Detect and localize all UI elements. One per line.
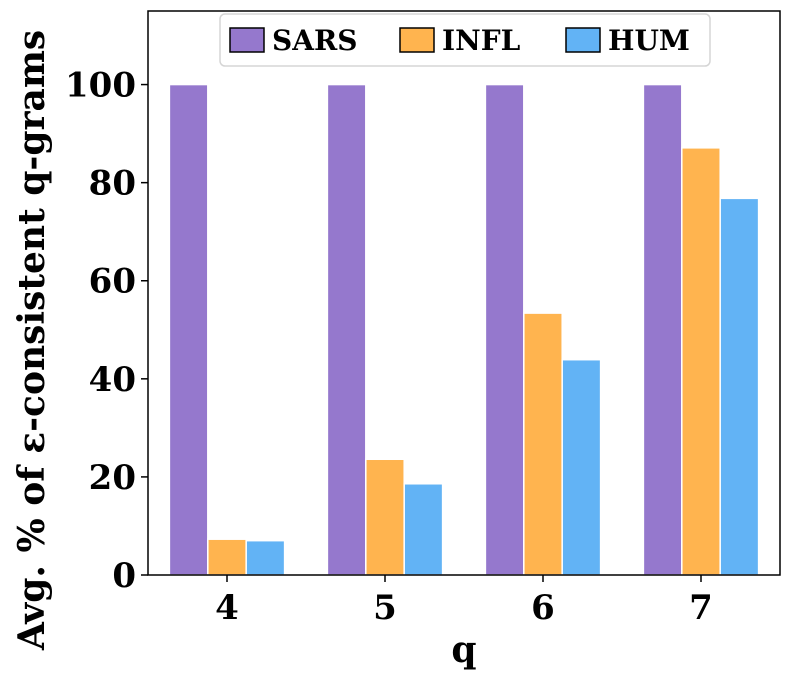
y-tick-label: 0 (112, 556, 136, 596)
x-tick-label: 7 (689, 588, 713, 628)
legend-swatch-sars (229, 27, 265, 53)
legend-label-hum: HUM (608, 24, 690, 57)
bar-hum-5 (403, 483, 444, 576)
x-tick-label: 4 (215, 588, 239, 628)
legend-label-sars: SARS (272, 24, 357, 57)
x-axis: 4 5 6 7 (215, 575, 713, 628)
legend: SARS INFL HUM (219, 13, 711, 67)
bar-sars-5 (326, 83, 367, 576)
bar-hum-7 (719, 197, 760, 576)
y-tick-label: 60 (89, 262, 136, 302)
bars (168, 83, 760, 576)
bar-infl-6 (523, 312, 563, 576)
legend-label-infl: INFL (442, 24, 521, 57)
bar-sars-6 (484, 83, 525, 576)
bar-infl-4 (207, 538, 247, 576)
y-axis: 0 20 40 60 80 100 (65, 66, 148, 596)
y-tick-label: 100 (65, 66, 136, 106)
y-tick-label: 40 (89, 360, 136, 400)
legend-swatch-infl (399, 27, 435, 53)
bar-sars-4 (168, 83, 209, 576)
bar-sars-7 (642, 83, 683, 576)
y-axis-label: Avg. % of ε-consistent q-grams (11, 30, 53, 651)
bar-infl-5 (365, 458, 405, 576)
x-tick-label: 6 (531, 588, 555, 628)
plot-frame (147, 10, 781, 576)
bar-hum-6 (561, 358, 602, 576)
x-axis-label: q (451, 629, 476, 671)
y-tick-label: 80 (89, 164, 136, 204)
bar-hum-4 (245, 539, 286, 576)
bar-infl-7 (681, 147, 721, 576)
legend-frame (219, 13, 711, 67)
y-tick-label: 20 (89, 458, 136, 498)
legend-swatch-hum (565, 27, 601, 53)
x-tick-label: 5 (373, 588, 397, 628)
